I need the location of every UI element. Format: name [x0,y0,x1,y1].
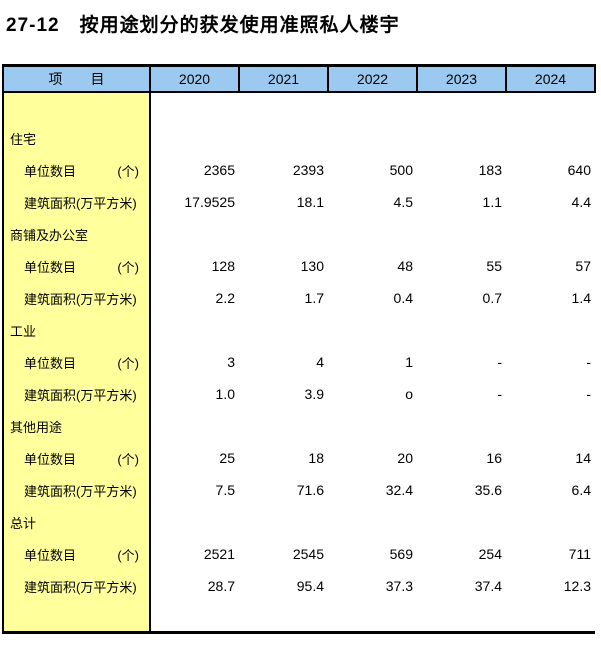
value-cell: - [417,346,506,378]
value-cell: 6.4 [506,474,595,506]
row-unit: (个) [117,355,139,371]
value-cell: 0.7 [417,282,506,314]
category-label: 住宅 [10,131,37,147]
value-cell: 18 [239,442,328,474]
category-row-total: 总计 [3,506,595,538]
units-row-residential: 单位数目 (个) 2365 2393 500 183 640 [3,154,595,186]
row-label: 建筑面积(万平方米) [24,387,137,403]
category-row-other-uses: 其他用途 [3,410,595,442]
value-cell: 25 [150,442,239,474]
value-cell: 130 [239,250,328,282]
value-cell: 640 [506,154,595,186]
value-cell: 48 [328,250,417,282]
value-cell: 7.5 [150,474,239,506]
value-cell: 1.7 [239,282,328,314]
value-cell: 57 [506,250,595,282]
area-row-shops-offices: 建筑面积(万平方米) 2.2 1.7 0.4 0.7 1.4 [3,282,595,314]
category-label: 其他用途 [10,419,63,435]
value-cell: 4.5 [328,186,417,218]
value-cell: 254 [417,538,506,570]
units-row-shops-offices: 单位数目 (个) 128 130 48 55 57 [3,250,595,282]
row-label: 单位数目 [24,451,77,467]
value-cell: 18.1 [239,186,328,218]
value-cell: 128 [150,250,239,282]
value-cell: 37.3 [328,570,417,602]
units-row-industrial: 单位数目 (个) 3 4 1 - - [3,346,595,378]
value-cell: 1.0 [150,378,239,410]
value-cell: 28.7 [150,570,239,602]
row-label: 单位数目 [24,259,77,275]
category-label: 商铺及办公室 [10,227,89,243]
row-label: 单位数目 [24,163,77,179]
row-label: 建筑面积(万平方米) [24,291,137,307]
year-header-2022: 2022 [327,65,417,93]
value-cell: 1 [328,346,417,378]
units-row-total: 单位数目 (个) 2521 2545 569 254 711 [3,538,595,570]
value-cell: 37.4 [417,570,506,602]
area-row-other-uses: 建筑面积(万平方米) 7.5 71.6 32.4 35.6 6.4 [3,474,595,506]
value-cell: 2545 [239,538,328,570]
year-header-2024: 2024 [505,65,596,93]
value-cell: 71.6 [239,474,328,506]
value-cell: 17.9525 [150,186,239,218]
area-row-total: 建筑面积(万平方米) 28.7 95.4 37.3 37.4 12.3 [3,570,595,602]
value-cell: 3 [150,346,239,378]
category-row-shops-offices: 商铺及办公室 [3,218,595,250]
spacer-row [3,602,595,632]
value-cell: 35.6 [417,474,506,506]
category-label: 总计 [10,515,37,531]
row-label: 单位数目 [24,547,77,563]
row-label: 建筑面积(万平方米) [24,579,137,595]
year-header-2023: 2023 [416,65,506,93]
row-label: 建筑面积(万平方米) [24,483,137,499]
value-cell: 2.2 [150,282,239,314]
area-row-residential: 建筑面积(万平方米) 17.9525 18.1 4.5 1.1 4.4 [3,186,595,218]
header-row: 项 目 2020 2021 2022 2023 2024 [3,65,596,93]
value-cell: 16 [417,442,506,474]
value-cell: 14 [506,442,595,474]
row-unit: (个) [117,547,139,563]
value-cell: o [328,378,417,410]
value-cell: 3.9 [239,378,328,410]
statistics-table: 项 目 2020 2021 2022 2023 2024 住宅 单位数目 (个) … [2,64,596,634]
value-cell: 183 [417,154,506,186]
value-cell: 55 [417,250,506,282]
value-cell: 1.4 [506,282,595,314]
value-cell: 2393 [239,154,328,186]
value-cell: - [417,378,506,410]
category-row-industrial: 工业 [3,314,595,346]
row-label: 单位数目 [24,355,77,371]
units-row-other-uses: 单位数目 (个) 25 18 20 16 14 [3,442,595,474]
value-cell: 2365 [150,154,239,186]
year-header-2021: 2021 [238,65,328,93]
year-header-2020: 2020 [149,65,239,93]
page-title: 27-12 按用途划分的获发使用准照私人楼宇 [6,15,400,36]
value-cell: - [506,378,595,410]
value-cell: 711 [506,538,595,570]
value-cell: 4.4 [506,186,595,218]
row-label: 建筑面积(万平方米) [24,195,137,211]
row-unit: (个) [117,259,139,275]
row-unit: (个) [117,451,139,467]
item-column-header: 项 目 [3,65,150,93]
value-cell: 500 [328,154,417,186]
value-cell: 1.1 [417,186,506,218]
value-cell: 95.4 [239,570,328,602]
value-cell: 12.3 [506,570,595,602]
value-cell: 2521 [150,538,239,570]
value-cell: 20 [328,442,417,474]
area-row-industrial: 建筑面积(万平方米) 1.0 3.9 o - - [3,378,595,410]
spacer-row [3,92,595,122]
value-cell: 32.4 [328,474,417,506]
category-label: 工业 [10,323,37,339]
value-cell: - [506,346,595,378]
value-cell: 4 [239,346,328,378]
value-cell: 569 [328,538,417,570]
row-unit: (个) [117,163,139,179]
value-cell: 0.4 [328,282,417,314]
category-row-residential: 住宅 [3,122,595,154]
